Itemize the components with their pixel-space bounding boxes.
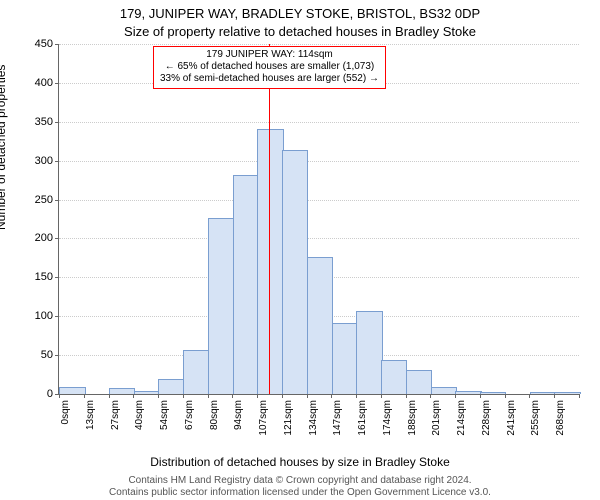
x-tick-mark	[381, 394, 382, 398]
x-tick-label: 255sqm	[530, 400, 541, 436]
chart-container: 179, JUNIPER WAY, BRADLEY STOKE, BRISTOL…	[0, 0, 600, 500]
x-tick-label: 201sqm	[431, 400, 442, 436]
x-tick-label: 54sqm	[159, 400, 170, 430]
x-tick-label: 107sqm	[258, 400, 269, 436]
x-tick-label: 27sqm	[110, 400, 121, 430]
y-axis-label: Number of detached properties	[0, 65, 8, 230]
x-tick-mark	[109, 394, 110, 398]
y-tick-label: 100	[35, 310, 53, 322]
footer-line-1: Contains HM Land Registry data © Crown c…	[128, 475, 471, 486]
x-tick-mark	[331, 394, 332, 398]
x-tick-mark	[529, 394, 530, 398]
histogram-bar	[480, 392, 506, 394]
x-tick-label: 214sqm	[456, 400, 467, 436]
x-tick-mark	[158, 394, 159, 398]
histogram-bar	[307, 257, 333, 394]
y-tick-mark	[55, 161, 59, 162]
x-tick-label: 0sqm	[60, 400, 71, 424]
property-marker-line	[269, 44, 270, 394]
annotation-line: 33% of semi-detached houses are larger (…	[160, 73, 379, 85]
x-tick-label: 121sqm	[283, 400, 294, 436]
x-tick-label: 161sqm	[357, 400, 368, 436]
y-tick-mark	[55, 355, 59, 356]
gridline	[59, 200, 579, 201]
x-tick-label: 134sqm	[308, 400, 319, 436]
histogram-bar	[356, 311, 382, 394]
y-tick-label: 200	[35, 232, 53, 244]
footer-attribution: Contains HM Land Registry data © Crown c…	[0, 475, 600, 498]
x-tick-label: 188sqm	[407, 400, 418, 436]
y-tick-mark	[55, 277, 59, 278]
histogram-bar	[109, 388, 135, 394]
x-tick-label: 13sqm	[85, 400, 96, 430]
x-tick-mark	[282, 394, 283, 398]
x-tick-mark	[257, 394, 258, 398]
y-tick-mark	[55, 44, 59, 45]
y-tick-label: 50	[41, 349, 53, 361]
histogram-bar	[208, 218, 234, 394]
chart-title-context: Size of property relative to detached ho…	[0, 24, 600, 39]
x-tick-mark	[406, 394, 407, 398]
plot-area: 0501001502002503003504004500sqm13sqm27sq…	[58, 44, 579, 395]
x-tick-label: 241sqm	[506, 400, 517, 436]
x-tick-mark	[133, 394, 134, 398]
x-tick-label: 228sqm	[481, 400, 492, 436]
histogram-bar	[431, 387, 457, 394]
histogram-bar	[455, 391, 481, 394]
histogram-bar	[134, 391, 160, 394]
x-tick-label: 40sqm	[134, 400, 145, 430]
y-tick-label: 150	[35, 271, 53, 283]
x-tick-label: 174sqm	[382, 400, 393, 436]
x-tick-mark	[59, 394, 60, 398]
histogram-bar	[530, 392, 556, 394]
x-tick-label: 94sqm	[233, 400, 244, 430]
x-tick-mark	[84, 394, 85, 398]
histogram-bar	[381, 360, 407, 394]
x-tick-mark	[356, 394, 357, 398]
x-tick-mark	[430, 394, 431, 398]
x-tick-mark	[480, 394, 481, 398]
x-tick-label: 80sqm	[209, 400, 220, 430]
histogram-bar	[332, 323, 358, 394]
y-tick-label: 0	[47, 388, 53, 400]
x-tick-label: 67sqm	[184, 400, 195, 430]
chart-title-address: 179, JUNIPER WAY, BRADLEY STOKE, BRISTOL…	[0, 6, 600, 21]
histogram-bar	[406, 370, 432, 394]
y-tick-mark	[55, 316, 59, 317]
footer-line-2: Contains public sector information licen…	[109, 487, 491, 498]
x-tick-mark	[183, 394, 184, 398]
histogram-bar	[158, 379, 184, 394]
y-tick-mark	[55, 83, 59, 84]
y-tick-mark	[55, 122, 59, 123]
y-tick-label: 450	[35, 38, 53, 50]
annotation-box: 179 JUNIPER WAY: 114sqm← 65% of detached…	[153, 46, 386, 89]
x-tick-mark	[505, 394, 506, 398]
annotation-line: ← 65% of detached houses are smaller (1,…	[160, 61, 379, 73]
x-tick-mark	[579, 394, 580, 398]
x-axis-label: Distribution of detached houses by size …	[0, 455, 600, 469]
histogram-bar	[59, 387, 85, 394]
y-tick-label: 250	[35, 194, 53, 206]
gridline	[59, 44, 579, 45]
x-tick-mark	[232, 394, 233, 398]
annotation-line: 179 JUNIPER WAY: 114sqm	[160, 49, 379, 61]
x-tick-label: 147sqm	[332, 400, 343, 436]
y-tick-mark	[55, 200, 59, 201]
x-tick-label: 268sqm	[555, 400, 566, 436]
y-tick-label: 400	[35, 77, 53, 89]
histogram-bar	[233, 175, 259, 394]
gridline	[59, 238, 579, 239]
y-tick-label: 350	[35, 116, 53, 128]
gridline	[59, 161, 579, 162]
x-tick-mark	[208, 394, 209, 398]
x-tick-mark	[455, 394, 456, 398]
y-tick-mark	[55, 238, 59, 239]
histogram-bar	[282, 150, 308, 394]
gridline	[59, 122, 579, 123]
histogram-bar	[554, 392, 580, 394]
y-tick-label: 300	[35, 155, 53, 167]
histogram-bar	[183, 350, 209, 394]
x-tick-mark	[554, 394, 555, 398]
x-tick-mark	[307, 394, 308, 398]
